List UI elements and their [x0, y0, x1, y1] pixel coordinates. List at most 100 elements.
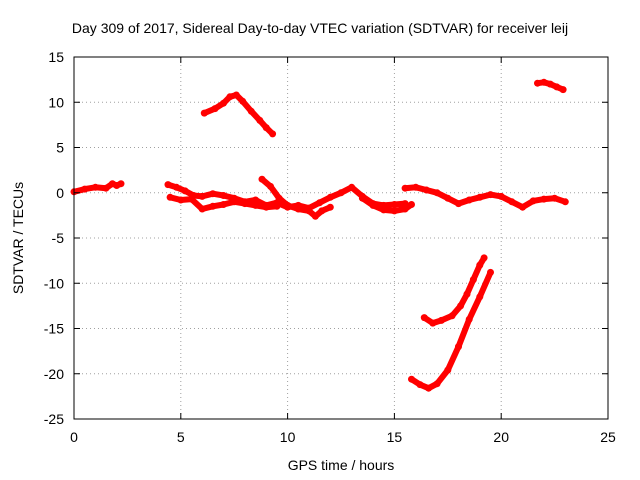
- data-point: [241, 200, 249, 208]
- data-point: [220, 201, 227, 208]
- data-point: [252, 201, 260, 209]
- data-point: [226, 93, 234, 101]
- data-point: [420, 314, 428, 322]
- data-point: [102, 184, 110, 192]
- data-point: [232, 91, 240, 99]
- data-point: [294, 205, 302, 213]
- data-point: [559, 86, 567, 94]
- data-point: [551, 194, 559, 202]
- data-point: [540, 78, 548, 86]
- data-point: [181, 187, 189, 195]
- data-point: [198, 205, 206, 213]
- x-tick-label: 0: [70, 429, 78, 445]
- x-tick-label: 20: [493, 429, 509, 445]
- data-point: [476, 193, 484, 201]
- data-series-track-7: [201, 92, 276, 137]
- data-point: [455, 343, 462, 351]
- data-point: [81, 185, 89, 193]
- y-tick-label: -25: [44, 411, 64, 427]
- data-point: [252, 196, 260, 204]
- data-point: [408, 201, 415, 208]
- data-point: [164, 181, 172, 189]
- data-point: [455, 200, 462, 208]
- y-tick-label: -15: [44, 321, 64, 337]
- y-tick-label: -10: [44, 275, 64, 291]
- y-tick-label: 15: [48, 49, 64, 65]
- data-point: [209, 202, 217, 210]
- data-point: [437, 316, 445, 324]
- data-point: [465, 196, 473, 204]
- data-point: [269, 130, 277, 138]
- data-point: [311, 212, 319, 220]
- data-point: [534, 79, 541, 87]
- data-point: [457, 302, 465, 310]
- y-tick-label: 0: [56, 185, 64, 201]
- data-point: [91, 183, 99, 191]
- data-point: [429, 319, 437, 327]
- data-point: [173, 183, 180, 191]
- data-point: [256, 116, 264, 124]
- data-point: [258, 175, 266, 183]
- data-point: [422, 186, 430, 194]
- data-point: [480, 254, 488, 262]
- data-point: [401, 184, 409, 192]
- data-point: [326, 193, 334, 201]
- chart-title: Day 309 of 2017, Sidereal Day-to-day VTE…: [71, 20, 569, 36]
- y-tick-label: 10: [48, 94, 64, 110]
- data-point: [316, 199, 324, 207]
- data-point: [284, 201, 292, 209]
- y-tick-label: 5: [56, 140, 64, 156]
- data-point: [390, 201, 398, 208]
- data-point: [487, 268, 494, 276]
- data-point: [463, 290, 471, 298]
- data-point: [198, 192, 206, 200]
- data-point: [177, 196, 185, 204]
- data-point: [416, 381, 424, 389]
- y-tick-label: -20: [44, 366, 64, 382]
- data-point: [239, 97, 247, 105]
- data-point: [369, 201, 377, 209]
- data-point: [476, 293, 484, 301]
- data-point: [220, 99, 227, 107]
- y-tick-label: -5: [52, 230, 65, 246]
- x-axis-label: GPS time / hours: [287, 457, 395, 473]
- data-point: [267, 182, 274, 190]
- data-point: [412, 183, 420, 191]
- plot-area: [70, 78, 569, 392]
- data-point: [273, 202, 281, 210]
- data-point: [348, 183, 356, 191]
- data-point: [305, 207, 313, 215]
- data-point: [476, 261, 484, 269]
- data-point: [166, 193, 174, 201]
- data-point: [408, 375, 415, 383]
- data-point: [433, 189, 441, 197]
- data-point: [469, 276, 477, 284]
- data-point: [546, 80, 554, 88]
- data-point: [326, 203, 334, 211]
- data-point: [262, 124, 270, 132]
- data-point: [117, 180, 125, 188]
- data-point: [188, 195, 195, 203]
- data-point: [318, 207, 326, 215]
- data-point: [390, 207, 398, 215]
- data-point: [519, 203, 527, 211]
- data-point: [200, 109, 208, 117]
- data-point: [358, 194, 366, 202]
- data-point: [444, 366, 452, 374]
- data-point: [508, 198, 516, 206]
- data-point: [448, 312, 456, 320]
- data-point: [337, 189, 345, 197]
- data-point: [262, 203, 270, 211]
- data-point: [230, 198, 238, 206]
- data-point: [275, 194, 283, 202]
- data-point: [561, 198, 569, 206]
- data-point: [425, 384, 433, 392]
- data-point: [529, 197, 537, 205]
- data-point: [247, 107, 255, 115]
- data-point: [540, 195, 548, 203]
- data-point: [211, 105, 219, 113]
- data-point: [209, 190, 217, 198]
- y-axis-label: SDTVAR / TECUs: [10, 181, 26, 295]
- data-series-track-6: [402, 184, 569, 211]
